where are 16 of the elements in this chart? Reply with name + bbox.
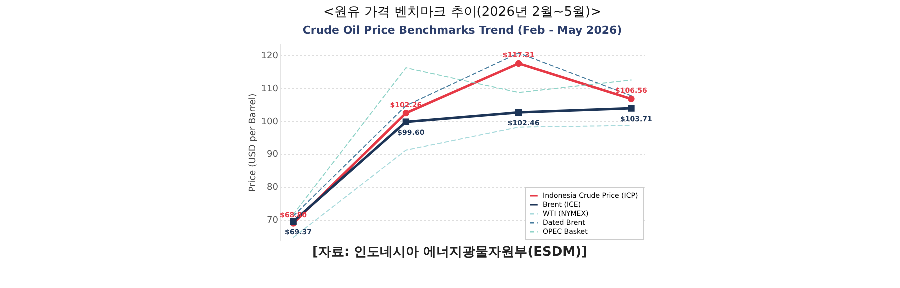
chart-title: <원유 가격 벤치마크 추이(2026년 2월~5월)> bbox=[324, 5, 602, 20]
y-tick-label: 80 bbox=[267, 183, 279, 194]
y-tick-label: 110 bbox=[261, 84, 279, 94]
point bbox=[515, 109, 522, 116]
point bbox=[402, 110, 410, 117]
y-tick-label: 100 bbox=[261, 117, 279, 128]
text: [자료: 인도네시아 에너지광물자원부(ESDM)] bbox=[312, 244, 588, 261]
y-tick-label: 120 bbox=[261, 51, 279, 62]
y-axis-title: Price (USD per Barrel) bbox=[248, 94, 258, 192]
point bbox=[402, 118, 410, 126]
chart-subtitle: Crude Oil Price Benchmarks Trend (Feb - May 2026) bbox=[302, 24, 622, 37]
y-tick-label: 70 bbox=[267, 216, 279, 226]
point bbox=[628, 105, 635, 112]
point bbox=[628, 96, 635, 102]
point bbox=[515, 60, 522, 68]
y-tick-label: 90 bbox=[267, 150, 279, 160]
